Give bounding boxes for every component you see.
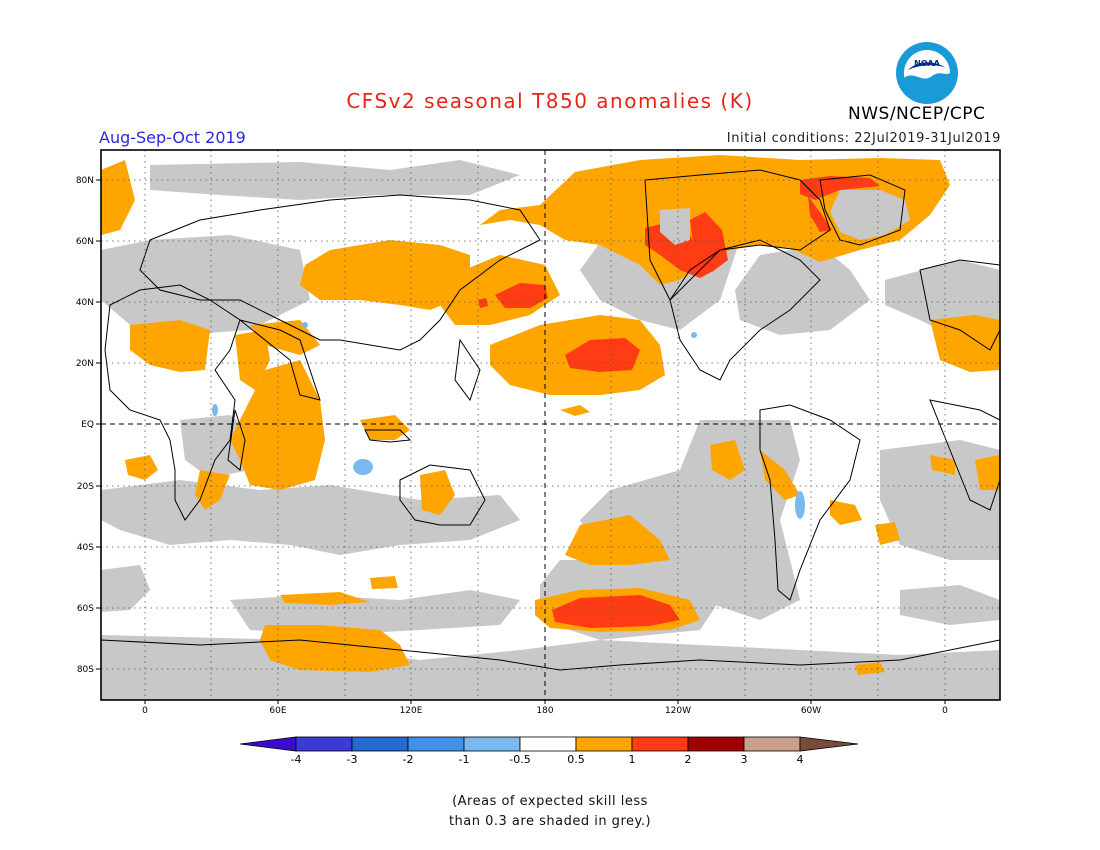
- legend-label: -0.5: [509, 753, 530, 766]
- lat-label: 60N: [76, 237, 94, 247]
- legend-swatch: [687, 736, 745, 752]
- coastlines: [101, 169, 1000, 671]
- legend-swatch: [407, 736, 465, 752]
- anomaly-map: 80N 60N 40N 20N EQ 20S 40S 60S 80S 0 60E 120E 180 12…: [76, 149, 1001, 716]
- legend-label: -4: [291, 753, 302, 766]
- legend-label: -2: [403, 753, 414, 766]
- graticule: [101, 150, 1000, 700]
- lat-label: 20N: [76, 359, 94, 369]
- noaa-logo: NOAA: [896, 42, 958, 104]
- map-frame: [100, 149, 1001, 701]
- legend-swatch: [351, 736, 409, 752]
- latitude-labels: 80N 60N 40N 20N EQ 20S 40S 60S 80S: [76, 176, 94, 675]
- legend-label: -3: [347, 753, 358, 766]
- legend-label: 1: [629, 753, 636, 766]
- longitude-labels: 0 60E 120E 180 120W 60W 0: [142, 706, 948, 716]
- lon-label: 60W: [801, 706, 821, 716]
- footnote-line-2: than 0.3 are shaded in grey.): [448, 814, 652, 829]
- cool-anomaly-regions: [212, 322, 805, 519]
- lat-label: 40N: [76, 298, 94, 308]
- lat-label: 60S: [77, 604, 94, 614]
- legend-label: 2: [685, 753, 692, 766]
- legend-arrow-low: [239, 736, 297, 752]
- season-label: Aug-Sep-Oct 2019: [99, 128, 246, 147]
- lat-label: 40S: [77, 543, 94, 553]
- legend-swatch: [575, 736, 633, 752]
- agency-label: NWS/NCEP/CPC: [848, 104, 986, 124]
- lat-label: 20S: [77, 482, 94, 492]
- legend-swatch: [463, 736, 521, 752]
- lon-label: 180: [536, 706, 553, 716]
- legend-arrow-high: [799, 736, 859, 752]
- footnote: (Areas of expected skill less than 0.3 a…: [0, 792, 1100, 832]
- lat-label: 80N: [76, 176, 94, 186]
- color-legend: -4 -3 -2 -1 -0.5 0.5 1 2 3 4: [239, 736, 859, 766]
- lon-label: 60E: [269, 706, 286, 716]
- noaa-logo-text: NOAA: [914, 59, 940, 68]
- lat-label: EQ: [81, 420, 94, 430]
- legend-label: 4: [797, 753, 804, 766]
- legend-label: 0.5: [567, 753, 585, 766]
- lon-label: 120W: [665, 706, 691, 716]
- legend-swatch: [295, 736, 353, 752]
- chart-title: CFSv2 seasonal T850 anomalies (K): [346, 89, 754, 113]
- lon-label: 0: [142, 706, 148, 716]
- lat-label: 80S: [77, 665, 94, 675]
- legend-label: -1: [459, 753, 470, 766]
- legend-swatch: [631, 736, 689, 752]
- initial-conditions-label: Initial conditions: 22Jul2019-31Jul2019: [726, 131, 1001, 146]
- lon-label: 120E: [400, 706, 423, 716]
- legend-label: 3: [741, 753, 748, 766]
- lon-label: 0: [942, 706, 948, 716]
- legend-swatch: [519, 736, 577, 752]
- legend-swatch: [743, 736, 801, 752]
- footnote-line-1: (Areas of expected skill less: [452, 794, 648, 809]
